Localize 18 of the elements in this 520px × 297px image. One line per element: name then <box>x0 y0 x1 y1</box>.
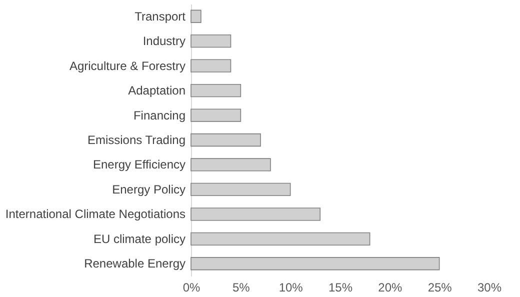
y-tick-label: Adaptation <box>128 84 186 98</box>
x-tick-label: 15% <box>328 280 353 294</box>
x-tick-label: 25% <box>428 280 452 294</box>
y-tick-label: International Climate Negotiations <box>5 207 186 222</box>
y-tick-label: Energy Policy <box>112 182 186 196</box>
y-tick-label: Industry <box>142 34 186 48</box>
y-tick-label: EU climate policy <box>93 232 186 246</box>
x-tick-label: 30% <box>477 280 502 294</box>
x-tick-label: 0% <box>182 280 200 294</box>
y-tick-label: Renewable Energy <box>84 256 186 271</box>
x-tick-label: 5% <box>232 280 250 294</box>
y-tick-label: Transport <box>134 9 186 24</box>
x-tick-label: 10% <box>278 280 304 294</box>
y-tick-label: Agriculture & Forestry <box>69 58 186 73</box>
y-tick-label: Energy Efficiency <box>93 158 186 172</box>
y-tick-label: Emissions Trading <box>87 133 186 147</box>
y-tick-label: Financing <box>133 108 186 122</box>
x-tick-label: 20% <box>378 280 402 294</box>
